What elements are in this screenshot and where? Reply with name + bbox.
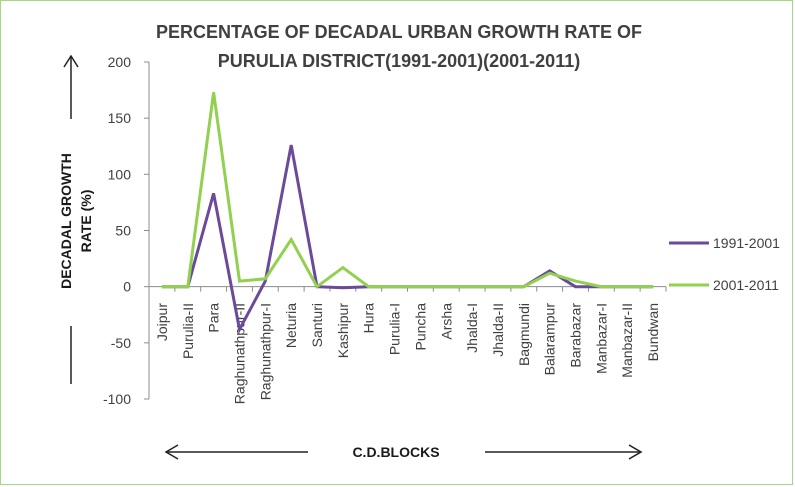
- category-label: Purulia-I: [387, 303, 403, 355]
- category-label: Kashipur: [335, 303, 351, 359]
- category-label: Jhalda-II: [490, 303, 506, 357]
- chart-title-line1: PERCENTAGE OF DECADAL URBAN GROWTH RATE …: [156, 22, 642, 42]
- y-tick-labels: 200 150 100 50 0 -50 -100: [103, 54, 131, 407]
- category-label: Purulia-II: [180, 303, 196, 359]
- category-label: Manbazar-II: [619, 303, 635, 378]
- series-line-2001-2011: [161, 92, 654, 289]
- data-point: [549, 270, 551, 272]
- y-tick-label: 200: [108, 54, 132, 70]
- data-point: [238, 280, 240, 282]
- category-label: Manbazar-I: [593, 303, 609, 374]
- data-point: [471, 286, 473, 288]
- data-point: [342, 287, 344, 289]
- data-point: [445, 286, 447, 288]
- data-point: [213, 192, 215, 194]
- data-point: [652, 286, 654, 288]
- data-point: [264, 280, 266, 282]
- chart-title-line2: PURULIA DISTRICT(1991-2001)(2001-2011): [218, 51, 580, 71]
- legend-label-1991-2001: 1991-2001: [713, 235, 780, 251]
- category-label: Bundwan: [645, 303, 661, 361]
- data-point: [264, 278, 266, 280]
- axes: [144, 61, 667, 400]
- data-point: [394, 286, 396, 288]
- data-point: [187, 286, 189, 288]
- data-point: [626, 286, 628, 288]
- data-point: [213, 91, 215, 93]
- x-axis-title-group: C.D.BLOCKS: [164, 444, 643, 460]
- series-line-1991-2001: [161, 144, 654, 334]
- category-label: Bagmundi: [516, 303, 532, 366]
- y-axis-title-line1: DECADAL GROWTH: [58, 153, 74, 289]
- category-label: Puncha: [412, 303, 428, 351]
- y-tick-label: -50: [111, 335, 131, 351]
- category-label: Raghunathpur-II: [231, 303, 247, 404]
- data-point: [290, 238, 292, 240]
- legend: 1991-2001 2001-2011: [669, 235, 780, 293]
- data-point: [368, 286, 370, 288]
- data-point: [238, 328, 240, 330]
- category-label: Raghunathpur-I: [257, 303, 273, 400]
- left-arrow-head: [164, 444, 179, 460]
- category-labels: Joipur Purulia-II Para Raghunathpur-II Raghu…: [154, 303, 661, 405]
- series-lines: [161, 91, 654, 334]
- data-point: [161, 286, 163, 288]
- y-tick-label: 50: [115, 223, 131, 239]
- y-tick-label: 100: [108, 166, 132, 182]
- category-label: Arsha: [438, 303, 454, 340]
- x-axis-title: C.D.BLOCKS: [352, 444, 439, 460]
- right-arrow-head: [628, 444, 643, 460]
- category-label: Neturia: [283, 303, 299, 348]
- data-point: [316, 286, 318, 288]
- category-label: Jhalda-I: [464, 303, 480, 353]
- data-point: [290, 144, 292, 146]
- data-point: [600, 286, 602, 288]
- category-label: Hura: [361, 303, 377, 334]
- y-tick-label: -100: [103, 391, 131, 407]
- y-tick-label: 150: [108, 110, 132, 126]
- y-axis-title-line2: RATE (%): [78, 190, 94, 253]
- category-label: Para: [206, 303, 222, 333]
- data-point: [342, 267, 344, 269]
- legend-label-2001-2011: 2001-2011: [713, 277, 779, 293]
- data-point: [497, 286, 499, 288]
- category-label: Barabazar: [568, 303, 584, 368]
- category-label: Balarampur: [542, 303, 558, 376]
- y-tick-label: 0: [123, 279, 131, 295]
- data-point: [523, 286, 525, 288]
- data-point: [575, 286, 577, 288]
- category-label: Joipur: [154, 303, 170, 341]
- y-up-arrow: [63, 54, 79, 119]
- data-point: [575, 280, 577, 282]
- data-point: [549, 272, 551, 274]
- data-point: [419, 286, 421, 288]
- category-label: Santuri: [309, 303, 325, 347]
